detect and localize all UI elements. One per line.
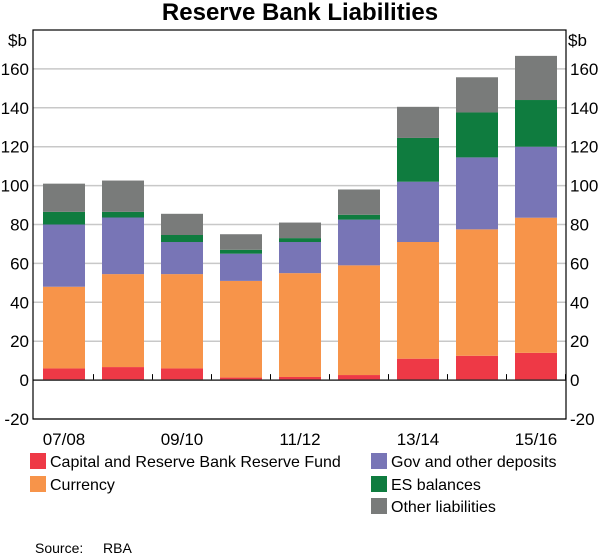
legend-swatch xyxy=(371,476,387,492)
source-label: Source: xyxy=(35,540,83,554)
y-tick-label-left: 80 xyxy=(10,216,29,235)
plot-frame xyxy=(32,29,567,420)
y-tick-label-right: 120 xyxy=(570,138,598,157)
y-tick-label-left: 60 xyxy=(10,254,29,273)
legend-swatch xyxy=(371,498,387,514)
x-tick-label: 09/10 xyxy=(161,430,204,449)
y-tick-label-left: 100 xyxy=(1,177,29,196)
y-tick-label-right: 0 xyxy=(570,371,579,390)
bar-segment xyxy=(338,189,380,215)
bar-segment xyxy=(279,222,321,239)
y-tick-label-left: 0 xyxy=(20,371,29,390)
legend-swatch xyxy=(30,476,46,492)
y-tick-label-right: 80 xyxy=(570,216,589,235)
y-tick-label-left: 40 xyxy=(10,293,29,312)
bar-segment xyxy=(102,367,144,381)
y-tick-label-left: 140 xyxy=(1,99,29,118)
y-tick-label-right: 40 xyxy=(570,293,589,312)
bar-segment xyxy=(515,146,557,218)
y-tick-label-right: 60 xyxy=(570,254,589,273)
legend-label: Currency xyxy=(50,477,115,494)
bar-segment xyxy=(161,235,203,243)
y-axis-unit-right: $b xyxy=(568,31,587,50)
bar-segment xyxy=(515,55,557,101)
bar-segment xyxy=(456,112,498,158)
bar-segment xyxy=(43,286,85,369)
bar-segment xyxy=(161,274,203,369)
x-tick-label: 07/08 xyxy=(43,430,86,449)
bar-segment xyxy=(161,213,203,236)
legend-swatch xyxy=(30,453,46,469)
bar-segment xyxy=(456,157,498,230)
source-value: RBA xyxy=(103,540,132,554)
x-tick-label: 13/14 xyxy=(397,430,440,449)
y-tick-label-right: 160 xyxy=(570,60,598,79)
bar-segment xyxy=(397,106,439,138)
bar-segment xyxy=(456,355,498,381)
bar-segment xyxy=(102,180,144,212)
bar-segment xyxy=(338,219,380,266)
bar-segment xyxy=(397,181,439,243)
legend-label: Gov and other deposits xyxy=(391,454,556,471)
bar-segment xyxy=(338,375,380,381)
bar-segment xyxy=(515,100,557,147)
y-tick-label-right: -20 xyxy=(570,410,595,429)
bar-segment xyxy=(515,352,557,381)
bar-segment xyxy=(220,249,262,254)
bar-segment xyxy=(456,229,498,356)
y-tick-label-left: 160 xyxy=(1,60,29,79)
legend-label: Other liabilities xyxy=(391,499,496,516)
x-tick-label: 11/12 xyxy=(279,430,320,449)
bar-segment xyxy=(456,77,498,113)
bar-segment xyxy=(102,211,144,218)
y-tick-label-right: 140 xyxy=(570,99,598,118)
bar-segment xyxy=(515,217,557,353)
bar-segment xyxy=(102,217,144,275)
legend-label: ES balances xyxy=(391,477,481,494)
bar-segment xyxy=(220,253,262,281)
bar-segment xyxy=(279,238,321,243)
bar-segment xyxy=(102,274,144,368)
bar-segment xyxy=(161,368,203,381)
bar-segment xyxy=(338,265,380,376)
y-tick-label-left: -20 xyxy=(4,410,29,429)
bar-segment xyxy=(279,242,321,274)
x-tick-label: 15/16 xyxy=(515,430,558,449)
y-tick-label-right: 100 xyxy=(570,177,598,196)
bar-segment xyxy=(43,211,85,225)
bar-segment xyxy=(220,234,262,250)
bar-segment xyxy=(397,358,439,381)
y-tick-label-left: 20 xyxy=(10,332,29,351)
legend-label: Capital and Reserve Bank Reserve Fund xyxy=(50,454,341,471)
bar-segment xyxy=(43,224,85,287)
bar-segment xyxy=(338,214,380,220)
bar-segment xyxy=(279,376,321,381)
bar-segment xyxy=(397,137,439,182)
bar-segment xyxy=(161,242,203,275)
y-axis-unit-left: $b xyxy=(8,31,27,50)
chart-title: Reserve Bank Liabilities xyxy=(162,0,438,26)
y-tick-label-left: 120 xyxy=(1,138,29,157)
bar-segment xyxy=(43,183,85,212)
bar-segment xyxy=(43,368,85,381)
bar-segment xyxy=(220,280,262,378)
bar-segment xyxy=(220,377,262,381)
bar-segment xyxy=(397,242,439,359)
legend-swatch xyxy=(371,453,387,469)
bar-segment xyxy=(279,273,321,377)
y-tick-label-right: 20 xyxy=(570,332,589,351)
